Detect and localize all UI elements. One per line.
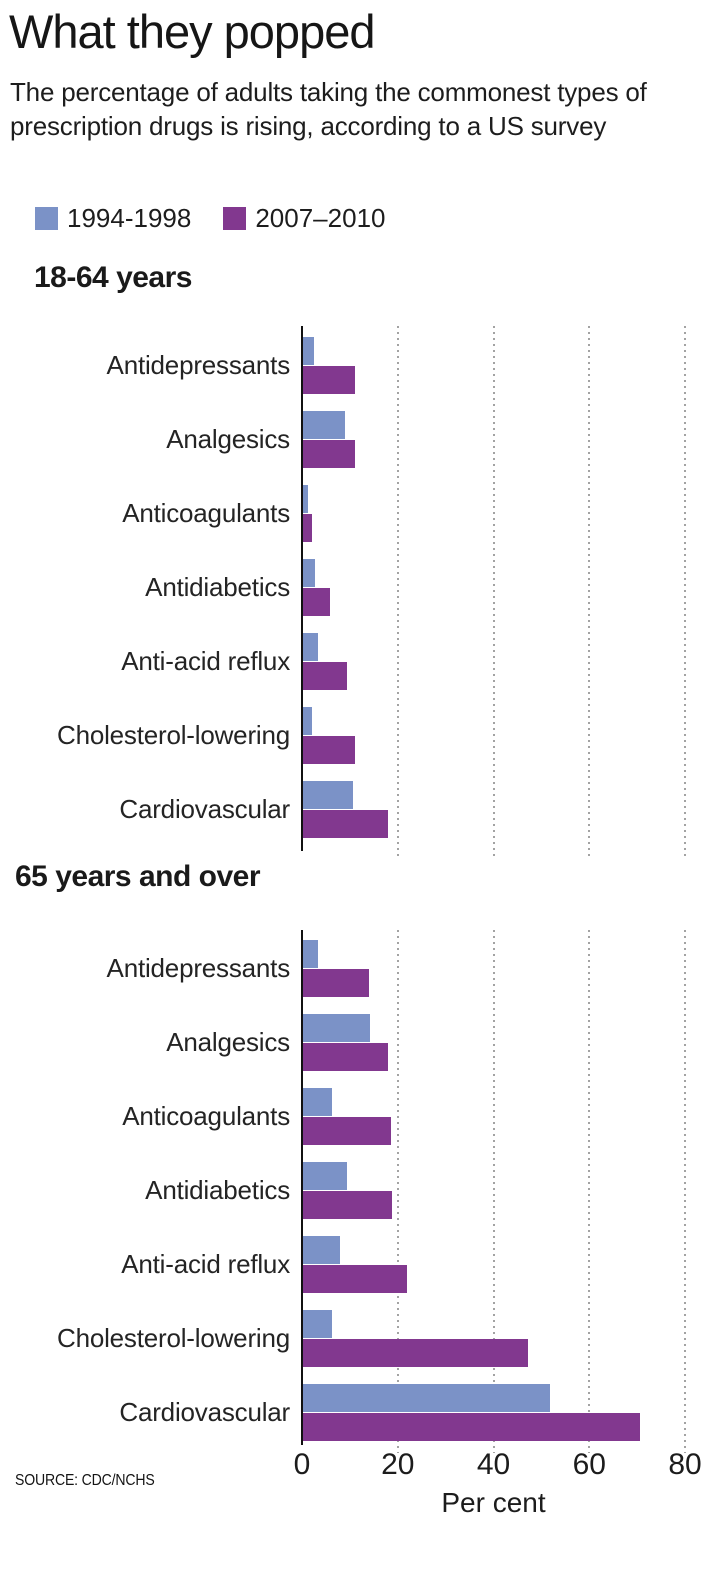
gridline-20 <box>396 930 399 1453</box>
legend-item-1994-1998: 1994-1998 <box>35 203 191 234</box>
chart-18-64-years: Antidepressants Analgesics Anticoagulants A… <box>0 326 713 858</box>
gridline-80 <box>684 930 686 1453</box>
category-label-anticoagulants: Anticoagulants <box>122 498 290 528</box>
legend-label-1994-1998: 1994-1998 <box>67 203 192 233</box>
gridline-60 <box>588 326 591 858</box>
category-label-antidepressants: Antidepressants <box>106 953 291 983</box>
chart-subtitle: The percentage of adults taking the comm… <box>10 77 647 141</box>
legend-label-2007-2010: 2007–2010 <box>255 203 386 233</box>
category-label-antidiabetics: Antidiabetics <box>145 1175 290 1205</box>
source-note: SOURCE: CDC/NCHS <box>15 1472 155 1489</box>
bar-2007–2010-antidepressants <box>303 366 355 394</box>
chart-title: What they popped <box>9 5 375 58</box>
x-tick-label-80: 80 <box>668 1448 702 1481</box>
bar-1994-1998-cholesterol-lowering <box>303 707 312 735</box>
bar-1994-1998-cholesterol-lowering <box>303 1310 332 1338</box>
bar-2007–2010-anticoagulants <box>303 514 312 542</box>
x-tick-label-0: 0 <box>293 1448 311 1481</box>
category-label-anticoagulants: Anticoagulants <box>122 1101 290 1131</box>
x-axis-title: Per cent <box>441 1487 546 1518</box>
section-title-65-years-and-over: 65 years and over <box>15 860 261 893</box>
bar-1994-1998-antidiabetics <box>303 559 315 587</box>
gridline-40 <box>492 326 495 858</box>
category-label-cholesterol-lowering: Cholesterol-lowering <box>57 1323 290 1353</box>
x-tick-label-40: 40 <box>476 1448 511 1481</box>
bar-1994-1998-anti-acid-reflux <box>303 633 318 661</box>
legend-item-2007-2010: 2007–2010 <box>223 203 385 234</box>
bar-2007–2010-anti-acid-reflux <box>303 662 347 690</box>
bar-2007–2010-antidiabetics <box>303 1191 392 1219</box>
bar-1994-1998-cardiovascular <box>303 781 353 809</box>
category-label-antidiabetics: Antidiabetics <box>145 572 290 602</box>
y-axis-line <box>301 930 303 1445</box>
bar-2007–2010-cardiovascular <box>303 810 388 838</box>
bar-1994-1998-anticoagulants <box>303 485 308 513</box>
y-axis-line <box>301 326 303 851</box>
legend-swatch-2007-2010 <box>223 207 247 230</box>
category-label-cardiovascular: Cardiovascular <box>119 794 290 824</box>
bar-2007–2010-antidiabetics <box>303 588 330 616</box>
category-label-analgesics: Analgesics <box>166 424 290 454</box>
section-title-18-64-years: 18-64 years <box>34 261 192 294</box>
legend-swatch-1994-1998 <box>35 207 58 230</box>
category-label-antidepressants: Antidepressants <box>106 350 291 380</box>
gridline-80 <box>684 326 686 858</box>
gridline-20 <box>396 326 399 858</box>
bar-2007–2010-cardiovascular <box>303 1413 640 1441</box>
bar-1994-1998-analgesics <box>303 1014 370 1042</box>
bar-1994-1998-antidepressants <box>303 940 318 968</box>
bar-1994-1998-anticoagulants <box>303 1088 332 1116</box>
bar-1994-1998-anti-acid-reflux <box>303 1236 340 1264</box>
gridline-40 <box>492 930 495 1453</box>
bar-1994-1998-analgesics <box>303 411 345 439</box>
x-tick-label-60: 60 <box>572 1448 606 1481</box>
x-tick-label-20: 20 <box>381 1448 415 1481</box>
bar-2007–2010-anticoagulants <box>303 1117 391 1145</box>
bar-2007–2010-analgesics <box>303 440 355 468</box>
bar-2007–2010-cholesterol-lowering <box>303 1339 528 1367</box>
gridline-60 <box>588 930 591 1453</box>
category-label-cholesterol-lowering: Cholesterol-lowering <box>57 720 290 750</box>
chart-65-years-and-over: Antidepressants Analgesics Anticoagulants A… <box>0 930 713 1453</box>
legend: 1994-1998 2007–2010 <box>35 203 385 234</box>
bar-1994-1998-antidiabetics <box>303 1162 347 1190</box>
category-label-anti-acid-reflux: Anti-acid reflux <box>121 1249 290 1279</box>
category-label-cardiovascular: Cardiovascular <box>119 1397 290 1427</box>
category-label-analgesics: Analgesics <box>166 1027 290 1057</box>
bar-2007–2010-anti-acid-reflux <box>303 1265 407 1293</box>
category-label-anti-acid-reflux: Anti-acid reflux <box>121 646 290 676</box>
bar-2007–2010-analgesics <box>303 1043 388 1071</box>
bar-1994-1998-cardiovascular <box>303 1384 550 1412</box>
bar-2007–2010-cholesterol-lowering <box>303 736 355 764</box>
x-axis-tick-labels: 0 20 40 60 80 <box>0 1448 713 1482</box>
bar-1994-1998-antidepressants <box>303 337 314 365</box>
bar-2007–2010-antidepressants <box>303 969 369 997</box>
